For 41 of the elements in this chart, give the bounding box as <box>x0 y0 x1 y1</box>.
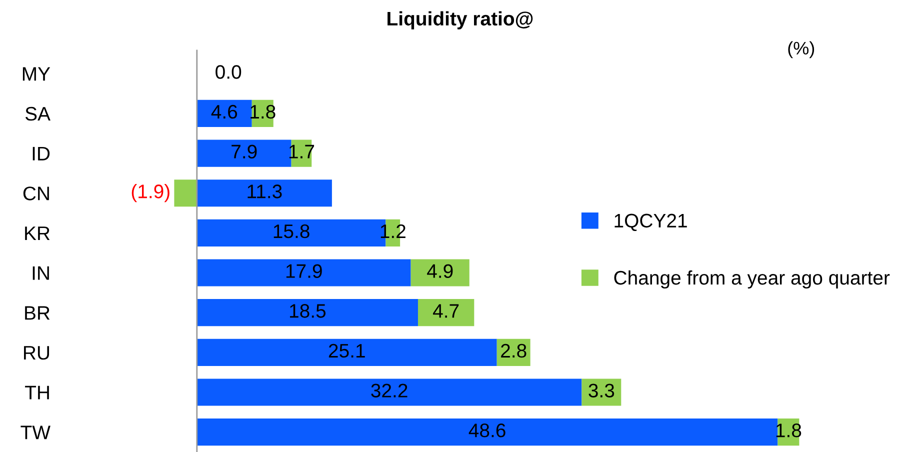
y-tick-label: CN <box>23 186 49 200</box>
bar <box>174 180 197 207</box>
y-tick-label: ID <box>32 146 50 160</box>
data-label: 11.3 <box>248 184 282 198</box>
y-tick-label: KR <box>25 226 50 240</box>
bar <box>410 259 470 286</box>
bar <box>196 259 411 286</box>
data-label: 4.7 <box>433 304 459 318</box>
bar <box>196 299 418 326</box>
y-tick-label: BR <box>25 306 50 320</box>
y-tick-label: RU <box>24 346 50 360</box>
data-label: (1.9) <box>132 184 170 202</box>
bar <box>196 338 497 366</box>
data-label: 15.8 <box>274 224 310 238</box>
bar <box>582 378 622 406</box>
bar <box>418 299 474 326</box>
bar <box>196 418 778 446</box>
legend-label: Change from a year ago quarter <box>614 270 890 289</box>
data-label: 25.1 <box>328 344 365 358</box>
data-label: 4.9 <box>427 264 453 278</box>
data-label: 32.2 <box>371 384 408 398</box>
bar <box>196 378 582 406</box>
data-label: 3.3 <box>588 384 614 398</box>
legend-label: 1QCY21 <box>614 214 687 232</box>
data-label: 18.5 <box>290 304 326 318</box>
y-tick-label: TW <box>20 426 50 440</box>
annotation: (%) <box>788 41 814 58</box>
bar <box>196 180 332 207</box>
y-tick-label: MY <box>22 67 50 81</box>
data-label: 48.6 <box>468 424 506 438</box>
y-tick-label: SA <box>25 106 50 121</box>
data-label: 4.6 <box>211 104 238 119</box>
y-tick-label: TH <box>25 386 49 400</box>
y-tick-label: IN <box>32 266 49 280</box>
bar <box>196 140 292 167</box>
data-label: 0.0 <box>216 65 242 79</box>
data-label: 2.8 <box>501 344 526 358</box>
data-label: 7.9 <box>232 144 257 158</box>
chart-title: Liquidity ratio@ <box>388 11 533 30</box>
bar <box>196 100 252 127</box>
data-label: 17.9 <box>286 264 322 278</box>
